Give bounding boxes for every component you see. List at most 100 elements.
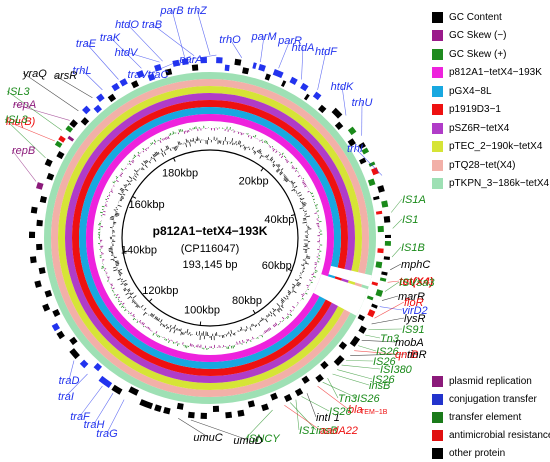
gene-label: IS1 [299,425,316,437]
scale-label: 120kbp [142,285,178,297]
gene-feature [368,178,376,186]
legend-item: p812A1−tetX4−193K [432,64,549,83]
legend-label: pTQ28−tet(X4) [449,160,515,171]
label-leader [365,335,380,338]
gene-feature [377,185,384,193]
gene-feature [375,261,382,268]
label-leader [391,199,402,213]
gene-label: trhU [352,97,373,109]
gene-label: repB [12,145,35,157]
label-leader [302,397,330,412]
gene-feature [265,73,271,80]
label-leader [385,282,399,292]
legend-item: GC Skew (−) [432,27,549,46]
comparison-rings [48,76,373,401]
legend-label: plasmid replication [449,376,532,387]
legend-swatch [432,67,443,78]
legend-item: GC Skew (+) [432,45,549,64]
ring-ptkpn-3 [48,76,373,401]
gene-label: umuD [233,435,262,447]
gene-feature [348,127,357,136]
gene-feature [36,182,44,190]
gene-feature [42,304,50,312]
scale-tick [253,310,255,313]
gene-label: traF [70,411,91,423]
legend-swatch [432,430,443,441]
gene-feature [315,374,324,383]
gene-feature [270,393,278,401]
legend-label: p1919D3−1 [449,104,501,115]
legend-label: antimicrobial resistance [449,430,550,441]
plasmid-length: 193,145 bp [182,259,237,271]
gene-feature [376,211,382,215]
gene-feature [52,309,60,317]
gene-label: ISL3 [5,114,29,126]
gene-label: traB [142,19,162,31]
gene-feature [131,80,139,88]
gene-feature [289,77,297,85]
gene-feature [39,267,46,274]
gene-feature [350,336,360,347]
gene-feature [318,105,326,113]
scale-label: 40kbp [264,214,294,226]
gene-label: trhI [347,143,363,155]
gene-label: htdO [115,19,139,31]
gene-label: IS26 [329,406,353,418]
gene-feature [177,403,184,410]
gene-feature [225,412,232,419]
gene-feature [377,248,383,253]
category-legend-item: transfer element [432,408,550,426]
gene-label: IS1B [401,242,425,254]
legend-label: GC Skew (−) [449,30,507,41]
legend-swatch [432,49,443,60]
gene-label: trhO [219,34,241,46]
gene-feature [56,151,64,159]
gene-feature [373,196,380,200]
gene-feature [242,67,249,74]
label-leader [307,393,316,417]
label-leader [375,302,405,318]
gene-label: ISVsa3 [399,277,435,289]
gene-feature [82,106,91,115]
gene-label: repA [13,99,36,111]
label-leader [393,219,402,228]
gene-label: mobA [395,337,424,349]
label-leader [337,370,372,379]
legend-item: pTKPN_3−186k−tetX4 [432,175,549,194]
gene-label: htdF [315,46,338,58]
gene-feature [335,122,343,130]
gene-feature [57,331,65,339]
gene-feature [385,235,391,238]
gene-feature [384,216,391,223]
scale-label: 20kbp [239,176,269,188]
legend-label: GC Skew (+) [449,49,507,60]
gene-feature [248,400,255,407]
gene-feature [99,376,113,388]
gene-feature [34,280,41,288]
gene-feature [52,323,60,331]
gene-feature [302,376,310,384]
scale-label: 160kbp [129,199,165,211]
gene-feature [381,271,387,275]
gene-feature [295,388,303,396]
legend-label: pTKPN_3−186k−tetX4 [449,178,549,189]
gene-feature [371,304,378,309]
gene-feature [273,69,284,78]
gene-feature [339,341,347,349]
gene-feature [67,136,74,142]
label-leader [382,296,398,301]
legend-swatch [432,104,443,115]
gene-label: TEM−1B [360,409,388,416]
legend-label: pTEC_2−190k−tetX4 [449,141,542,152]
gene-feature [69,119,78,128]
gene-label: umuC [193,432,222,444]
scale-label: 180kbp [162,168,198,180]
gene-label: tinR [407,349,427,361]
scale-tick [149,299,152,302]
scale-tick [174,158,176,162]
label-leader [388,281,399,282]
legend-label: pGX4−8L [449,86,492,97]
gene-feature [358,326,366,334]
gene-label: parB [159,5,183,17]
